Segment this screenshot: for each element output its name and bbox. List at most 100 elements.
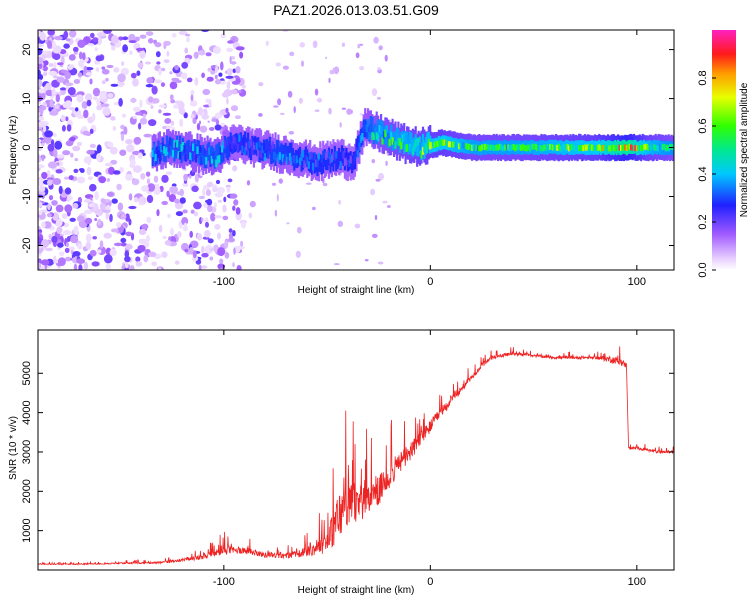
ridge-cell (199, 147, 202, 166)
ridge-cell (338, 152, 341, 160)
noise-blob (231, 80, 240, 85)
ridge-cell (306, 156, 309, 165)
noise-blob (109, 248, 117, 256)
ridge-cell (579, 145, 582, 151)
ridge-cell (221, 144, 224, 153)
noise-blob (214, 74, 218, 80)
ridge-cell (583, 144, 586, 151)
noise-blob (73, 79, 81, 84)
figure-title: PAZ1.2026.013.03.51.G09 (273, 2, 439, 18)
ridge-cell (553, 144, 556, 151)
ridge-cell (492, 145, 495, 151)
ridge-cell (194, 154, 198, 163)
noise-blob (160, 82, 166, 87)
noise-blob (119, 167, 124, 173)
ridge-cell (183, 145, 186, 153)
y-tick-label: 2000 (21, 479, 33, 503)
ridge-cell (219, 147, 222, 155)
ridge-cell (570, 144, 573, 150)
ridge-cell (575, 145, 578, 151)
noise-blob (295, 250, 301, 258)
noise-blob (333, 66, 340, 75)
ridge-cell (403, 136, 406, 155)
ridge-cell (380, 127, 383, 135)
noise-blob (145, 61, 151, 65)
noise-blob (60, 114, 66, 122)
ridge-cell (332, 153, 335, 172)
ridge-cell (231, 141, 234, 149)
noise-blob (265, 40, 269, 46)
noise-blob (275, 62, 281, 67)
ridge-cell (621, 144, 624, 151)
ridge-cell (209, 146, 212, 165)
noise-blob (76, 176, 86, 184)
noise-blob (163, 59, 170, 63)
noise-blob (128, 205, 137, 210)
ridge-cell (170, 138, 173, 157)
noise-blob (341, 107, 346, 110)
noise-blob (76, 258, 86, 265)
ridge-cell (232, 135, 235, 144)
noise-blob (73, 168, 79, 174)
noise-blob (96, 98, 101, 106)
noise-blob (155, 51, 161, 58)
ridge-cell (410, 146, 413, 155)
ridge-cell (439, 140, 442, 147)
noise-blob (47, 30, 55, 36)
ridge-cell (216, 143, 219, 162)
noise-blob (68, 107, 76, 111)
noise-blob (364, 259, 369, 262)
noise-blob (188, 175, 192, 179)
ridge-cell (466, 144, 469, 151)
noise-blob (107, 141, 114, 148)
ridge-cell (440, 138, 443, 145)
ridge-cell (161, 142, 164, 150)
noise-blob (154, 42, 162, 48)
ridge-cell (462, 142, 465, 149)
noise-blob (193, 211, 199, 217)
ridge-cell (533, 143, 536, 150)
noise-blob (166, 190, 170, 198)
noise-blob (184, 47, 188, 54)
noise-blob (225, 75, 234, 79)
noise-blob (121, 61, 125, 66)
ridge-cell (426, 132, 429, 151)
ridge-cell (345, 147, 348, 166)
ridge-cell (322, 155, 325, 173)
ridge-cell (427, 138, 430, 147)
noise-blob (38, 147, 43, 151)
noise-blob (207, 67, 212, 72)
noise-blob (227, 237, 235, 243)
ridge-cell (502, 145, 505, 152)
noise-blob (373, 36, 379, 44)
noise-blob (78, 51, 83, 60)
ridge-cell (187, 151, 190, 159)
noise-blob (64, 204, 73, 213)
noise-blob (179, 118, 184, 127)
ridge-cell (316, 159, 319, 168)
ridge-cell (398, 138, 401, 146)
ridge-cell (429, 141, 432, 150)
noise-blob (210, 65, 216, 69)
noise-blob (70, 235, 79, 244)
ridge-cell (193, 139, 196, 158)
noise-blob (218, 72, 223, 77)
ridge-cell (371, 132, 374, 140)
noise-blob (135, 47, 145, 52)
ridge-cell (158, 153, 161, 162)
ridge-cell (166, 147, 169, 155)
ridge-cell (404, 144, 407, 152)
noise-blob (53, 133, 57, 137)
noise-blob (377, 67, 381, 71)
ridge-cell (294, 156, 297, 165)
noise-blob (143, 254, 149, 263)
ridge-cell (488, 144, 491, 151)
noise-blob (51, 235, 58, 244)
noise-blob (96, 153, 102, 162)
noise-blob (96, 144, 102, 154)
noise-blob (179, 197, 186, 204)
noise-blob (77, 72, 83, 77)
ridge-cell (407, 135, 410, 143)
noise-blob (53, 61, 57, 70)
ridge-cell (635, 145, 638, 152)
